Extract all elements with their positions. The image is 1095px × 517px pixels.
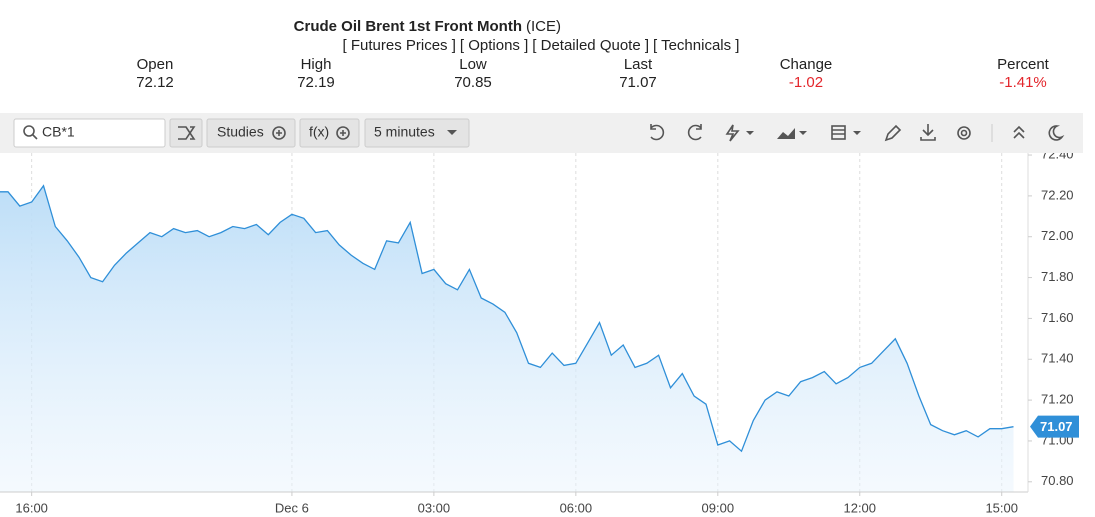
x-tick-label: 09:00	[702, 500, 735, 515]
plus-icon	[340, 130, 346, 136]
y-tick-label: 71.40	[1041, 351, 1074, 366]
settings-icon[interactable]	[957, 126, 971, 140]
y-tick-label: 71.80	[1041, 269, 1074, 284]
y-tick-label: 72.20	[1041, 187, 1074, 202]
shuffle-icon	[178, 126, 196, 140]
quote-value: 71.07	[619, 74, 657, 91]
chart: 16:00 Dec 6 03:00 06:00 09:00 12:00 15:00 70.80…	[0, 146, 1079, 515]
draw-icon[interactable]	[884, 124, 902, 142]
quote-links: [ Futures Prices ][ Options ][ Detailed …	[343, 37, 740, 54]
studies-button[interactable]	[206, 118, 296, 148]
area	[0, 185, 1014, 492]
quote-label: Low	[459, 56, 487, 73]
compare-button[interactable]	[169, 118, 203, 148]
x-tick-label: 12:00	[843, 500, 876, 515]
redo-icon[interactable]	[687, 124, 702, 141]
quote-label: Last	[624, 56, 653, 73]
layout-icon[interactable]	[831, 125, 846, 140]
toolbar: CB*1 Studies f(x) 5 minutes	[0, 113, 1083, 153]
last-price-badge	[1030, 415, 1079, 438]
fx-button[interactable]	[299, 118, 360, 148]
fx-label: f(x)	[309, 124, 329, 140]
search-icon	[23, 125, 35, 137]
dropdown-icon	[746, 131, 754, 135]
layout-icon	[832, 129, 845, 135]
title: Crude Oil Brent 1st Front Month	[294, 18, 522, 35]
y-tick-label: 70.80	[1041, 473, 1074, 488]
symbol: CB*1	[42, 124, 75, 140]
price-line	[0, 184, 1014, 453]
y-tick-label: 72.00	[1041, 228, 1074, 243]
quote-value: -1.41%	[999, 74, 1047, 91]
y-tick-label: 71.20	[1041, 392, 1074, 407]
quote-value: 72.19	[297, 74, 335, 91]
dropdown-icon	[853, 131, 861, 135]
x-tick-label: 03:00	[418, 500, 451, 515]
quote-label: High	[301, 56, 332, 73]
last-price-label: 71.07	[1040, 419, 1073, 434]
plus-icon	[336, 126, 350, 140]
theme-icon[interactable]	[1048, 125, 1065, 141]
x-tick-label: 15:00	[985, 500, 1018, 515]
dropdown-icon	[799, 131, 807, 135]
settings-icon	[960, 129, 968, 137]
quote-label: Open	[137, 56, 174, 73]
y-tick-label: 71.60	[1041, 310, 1074, 325]
x-tick-label: 06:00	[560, 500, 593, 515]
x-tick-label: 16:00	[15, 500, 48, 515]
exchange: (ICE)	[526, 18, 561, 35]
symbol-input[interactable]	[13, 118, 166, 148]
x-tick-label: Dec 6	[275, 500, 309, 515]
lightning-icon[interactable]	[725, 124, 740, 142]
quote-value: -1.02	[789, 74, 823, 91]
interval-button[interactable]	[364, 118, 470, 148]
quote-label: Change	[780, 56, 833, 73]
quote-label: Percent	[997, 56, 1050, 73]
collapse-icon[interactable]	[1013, 125, 1025, 139]
interval-label: 5 minutes	[374, 124, 435, 140]
search-icon	[32, 134, 38, 140]
undo-icon[interactable]	[650, 124, 665, 141]
studies-label: Studies	[217, 124, 264, 140]
quote-value: 70.85	[454, 74, 492, 91]
chart-type-icon[interactable]	[777, 128, 795, 139]
dropdown-icon	[447, 130, 457, 135]
quote-link[interactable]: [ Options ]	[460, 37, 528, 54]
quote-value: 72.12	[136, 74, 174, 91]
plus-icon	[276, 130, 282, 136]
plus-icon	[272, 126, 286, 140]
links-text: [ Futures Prices ][ Options ][ Detailed …	[343, 37, 740, 54]
quote-link[interactable]: [ Futures Prices ]	[343, 37, 456, 54]
quote-link[interactable]: [ Technicals ]	[653, 37, 739, 54]
quote-link[interactable]: [ Detailed Quote ]	[532, 37, 649, 54]
download-icon[interactable]	[920, 124, 936, 141]
